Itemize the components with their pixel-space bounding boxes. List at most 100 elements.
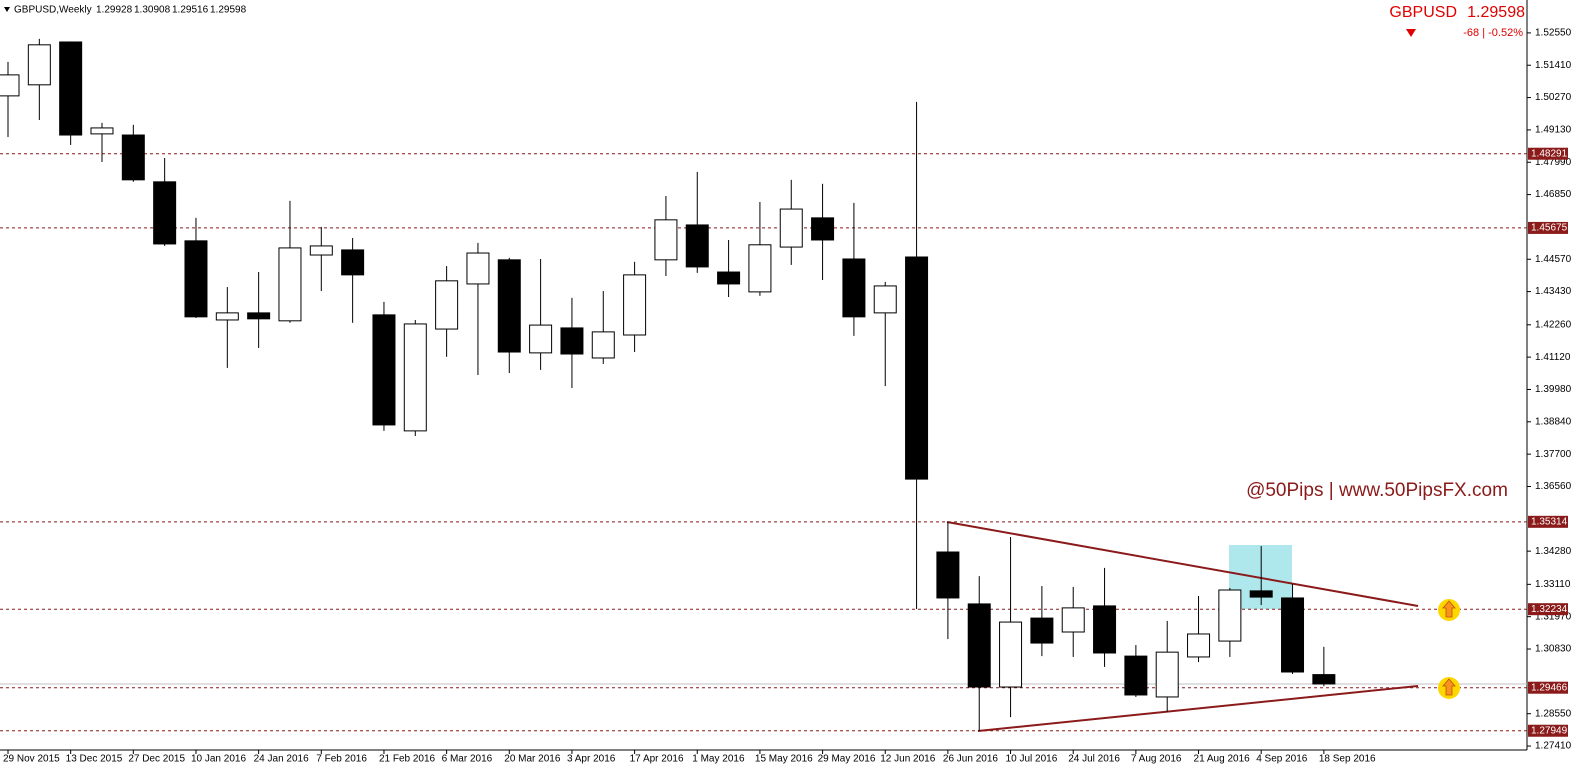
- watermark: @50Pips | www.50PipsFX.com: [1246, 480, 1508, 501]
- level-label-box: [1528, 221, 1568, 234]
- x-tick-label: 21 Aug 2016: [1194, 754, 1251, 765]
- candle-body: [435, 280, 459, 330]
- header-marker: [4, 7, 10, 12]
- candle-body: [905, 256, 929, 480]
- y-tick-label: 1.52550: [1535, 28, 1572, 39]
- candle-body: [247, 312, 271, 320]
- header-open: 1.29928: [96, 5, 133, 16]
- x-tick-label: 21 Feb 2016: [379, 754, 436, 765]
- quote-symbol: GBPUSD: [1389, 4, 1457, 21]
- y-tick-label: 1.34280: [1535, 546, 1572, 557]
- candle-body: [215, 312, 239, 321]
- x-tick-label: 24 Jul 2016: [1068, 754, 1120, 765]
- candle-body: [811, 217, 835, 241]
- candle-body: [999, 621, 1023, 688]
- candle-body: [1155, 651, 1179, 698]
- y-tick-label: 1.30830: [1535, 644, 1572, 655]
- candle-body: [1030, 617, 1054, 644]
- candle-body: [1218, 589, 1242, 642]
- candle-body: [59, 41, 83, 136]
- y-tick-label: 1.33110: [1535, 579, 1571, 590]
- y-tick-label: 1.39980: [1535, 384, 1572, 395]
- x-tick-label: 13 Dec 2015: [66, 754, 123, 765]
- candle-body: [842, 258, 866, 318]
- candle-body: [1093, 605, 1117, 654]
- level-label: 1.35314: [1531, 516, 1568, 527]
- y-tick-label: 1.28550: [1535, 708, 1572, 719]
- candle-body: [184, 240, 208, 318]
- level-label-box: [1528, 681, 1568, 694]
- x-tick-label: 26 Jun 2016: [943, 754, 998, 765]
- y-tick-label: 1.38840: [1535, 416, 1572, 427]
- level-label: 1.45675: [1531, 223, 1568, 234]
- candle-body: [967, 603, 991, 688]
- x-tick-label: 15 May 2016: [755, 754, 813, 765]
- candle-body: [1187, 633, 1211, 658]
- candle-body: [529, 324, 553, 354]
- x-tick-label: 29 Nov 2015: [3, 754, 60, 765]
- candle-body: [309, 245, 333, 256]
- candle-body: [748, 244, 772, 293]
- candle-body: [654, 219, 678, 261]
- x-tick-label: 6 Mar 2016: [442, 754, 493, 765]
- down-marker: [1406, 29, 1416, 37]
- x-tick-label: 10 Jan 2016: [191, 754, 246, 765]
- level-label-box: [1528, 147, 1568, 160]
- x-tick-label: 29 May 2016: [818, 754, 876, 765]
- y-tick-label: 1.47990: [1535, 157, 1572, 168]
- candle-body: [0, 74, 20, 97]
- level-label-box: [1528, 515, 1568, 528]
- candle-body: [560, 327, 584, 355]
- x-tick-label: 7 Aug 2016: [1131, 754, 1182, 765]
- candle-body: [90, 127, 114, 135]
- y-tick-label: 1.36560: [1535, 481, 1572, 492]
- y-tick-label: 1.43430: [1535, 286, 1572, 297]
- candle-body: [685, 224, 709, 268]
- header-close: 1.29598: [210, 5, 247, 16]
- level-label: 1.32234: [1531, 604, 1568, 615]
- trend-line-lower: [977, 685, 1419, 732]
- candle-body: [341, 249, 365, 276]
- quote-change: -68 | -0.52%: [1463, 27, 1523, 39]
- candle-body: [1061, 607, 1085, 633]
- candle-body: [1281, 597, 1305, 673]
- level-label: 1.48291: [1531, 148, 1568, 159]
- candle-body: [591, 331, 615, 359]
- level-label-box: [1528, 603, 1568, 616]
- candle-body: [27, 44, 51, 86]
- candle-body: [779, 208, 803, 248]
- level-label: 1.27949: [1531, 725, 1568, 736]
- candle-body: [623, 274, 647, 336]
- level-label-box: [1528, 724, 1568, 737]
- x-tick-label: 27 Dec 2015: [128, 754, 185, 765]
- y-tick-label: 1.37700: [1535, 449, 1572, 460]
- x-tick-label: 24 Jan 2016: [254, 754, 309, 765]
- candle-body: [153, 181, 177, 245]
- y-tick-label: 1.27410: [1535, 741, 1572, 752]
- arrow-icon: [1438, 677, 1460, 699]
- y-tick-label: 1.49130: [1535, 125, 1572, 136]
- y-tick-label: 1.46850: [1535, 189, 1572, 200]
- x-tick-label: 3 Apr 2016: [567, 754, 616, 765]
- x-tick-label: 18 Sep 2016: [1319, 754, 1376, 765]
- candle-body: [1124, 655, 1148, 696]
- header-low: 1.29516: [172, 5, 209, 16]
- candle-body: [466, 252, 490, 285]
- x-tick-label: 12 Jun 2016: [880, 754, 935, 765]
- header-symbol: GBPUSD,Weekly: [14, 5, 92, 16]
- candle-body: [1249, 590, 1273, 598]
- x-tick-label: 17 Apr 2016: [630, 754, 684, 765]
- arrow-icon: [1438, 599, 1460, 621]
- y-tick-label: 1.51410: [1535, 60, 1572, 71]
- x-tick-label: 4 Sep 2016: [1256, 754, 1308, 765]
- candle-body: [121, 134, 145, 181]
- x-tick-label: 20 Mar 2016: [504, 754, 561, 765]
- candle-body: [497, 259, 521, 353]
- candle-body: [372, 314, 396, 426]
- candle-body: [936, 551, 960, 599]
- y-tick-label: 1.50270: [1535, 92, 1572, 103]
- candle-body: [278, 247, 302, 322]
- candle-body: [873, 285, 897, 314]
- y-tick-label: 1.31970: [1535, 611, 1572, 622]
